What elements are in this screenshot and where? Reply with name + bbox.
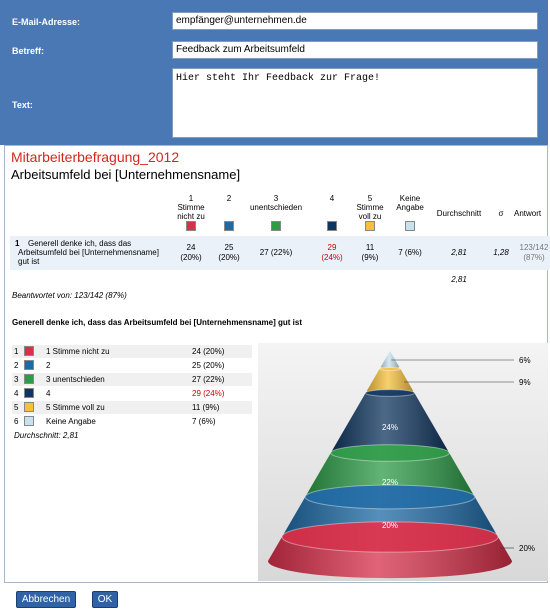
legend-number: 4: [14, 389, 19, 398]
survey-subtitle: Arbeitsumfeld bei [Unternehmensname]: [11, 167, 241, 182]
pyramid-shade: [331, 389, 449, 460]
legend-row: [12, 387, 252, 400]
legend-number: 1: [14, 347, 19, 356]
pyramid-label: 9%: [519, 378, 531, 387]
color-swatch: [405, 221, 415, 231]
color-swatch: [271, 221, 281, 231]
column-header: σ: [498, 209, 504, 218]
color-swatch: [365, 221, 375, 231]
pyramid-label: 20%: [382, 521, 398, 530]
row-number: 1: [15, 239, 20, 248]
legend-row: [12, 373, 252, 386]
text-input[interactable]: Feedback zum Arbeitsumfeld: [172, 41, 538, 59]
pyramid-label: 22%: [382, 478, 398, 487]
column-header: Antwort: [514, 209, 542, 218]
legend-swatch: [24, 416, 34, 426]
legend-row: [12, 359, 252, 372]
legend-row: [12, 401, 252, 414]
legend-swatch: [24, 402, 34, 412]
row-cell: 24 (20%): [180, 243, 202, 262]
pyramid-chart: 6% 9% 24% 22% 20% 20%: [258, 343, 548, 581]
column-header: 1 Stimme nicht zu: [177, 194, 205, 221]
pyramid-top: [330, 444, 450, 462]
row-background: [10, 236, 550, 270]
column-header: 2: [226, 194, 232, 203]
legend-row: [12, 415, 252, 428]
legend-number: 6: [14, 417, 19, 426]
row-cell: 123/142 (87%): [519, 243, 549, 262]
row-cell: 27 (22%): [259, 248, 293, 257]
pyramid-top: [365, 389, 415, 397]
answered-note: Beantwortet von: 123/142 (87%): [12, 291, 127, 300]
pyramid-top: [304, 484, 476, 510]
pyramid-label: 20%: [519, 544, 535, 553]
pyramid-top: [379, 367, 401, 371]
legend-label: 5 Stimme voll zu: [46, 403, 105, 412]
legend-number: 5: [14, 403, 19, 412]
legend-average: Durchschnitt: 2,81: [14, 431, 79, 440]
column-header: 4: [329, 194, 335, 203]
button[interactable]: Abbrechen: [16, 591, 76, 608]
legend-label: 2: [46, 361, 51, 370]
chart-title: Generell denke ich, dass das Arbeitsumfe…: [12, 318, 302, 327]
legend-label: 3 unentschieden: [46, 375, 105, 384]
color-swatch: [327, 221, 337, 231]
color-swatch: [186, 221, 196, 231]
average-below: 2,81: [451, 275, 467, 284]
legend-number: 2: [14, 361, 19, 370]
legend-label: Keine Angabe: [46, 417, 96, 426]
row-cell: 29 (24%): [321, 243, 343, 262]
pyramid-label: 6%: [519, 356, 531, 365]
row-cell: 25 (20%): [218, 243, 240, 262]
legend-label: 4: [46, 389, 51, 398]
row-cell: 11 (9%): [361, 243, 379, 262]
button[interactable]: OK: [92, 591, 118, 608]
legend-value: 27 (22%): [192, 375, 225, 384]
legend-swatch: [24, 346, 34, 356]
row-cell: 2,81: [451, 248, 467, 257]
field-label: Betreff:: [12, 46, 45, 56]
row-question: Generell denke ich, dass das Arbeitsumfe…: [18, 239, 159, 266]
legend-value: 11 (9%): [192, 403, 220, 412]
legend-row: [12, 345, 252, 358]
legend-value: 25 (20%): [192, 361, 225, 370]
column-header: 5 Stimme voll zu: [356, 194, 384, 221]
survey-title: Mitarbeiterbefragung_2012: [11, 149, 180, 165]
text-input[interactable]: empfänger@unternehmen.de: [172, 12, 538, 30]
legend-value: 24 (20%): [192, 347, 225, 356]
row-cell: 1,28: [493, 248, 509, 257]
column-header: Keine Angabe: [396, 194, 424, 212]
row-cell: 7 (6%): [398, 248, 422, 257]
pyramid-shade: [380, 351, 400, 369]
legend-swatch: [24, 374, 34, 384]
textarea[interactable]: Hier steht Ihr Feedback zur Frage!: [172, 68, 538, 138]
pyramid-top: [281, 521, 499, 553]
field-label: E-Mail-Adresse:: [12, 17, 81, 27]
field-label: Text:: [12, 100, 33, 110]
legend-label: 1 Stimme nicht zu: [46, 347, 110, 356]
pyramid-label: 24%: [382, 423, 398, 432]
column-header: 3 unentschieden: [249, 194, 303, 212]
legend-swatch: [24, 360, 34, 370]
legend-value: 29 (24%): [192, 389, 225, 398]
legend-number: 3: [14, 375, 19, 384]
column-header: Durchschnitt: [436, 209, 482, 218]
legend-value: 7 (6%): [192, 417, 216, 426]
legend-swatch: [24, 388, 34, 398]
pyramid-shade: [366, 367, 414, 395]
color-swatch: [224, 221, 234, 231]
